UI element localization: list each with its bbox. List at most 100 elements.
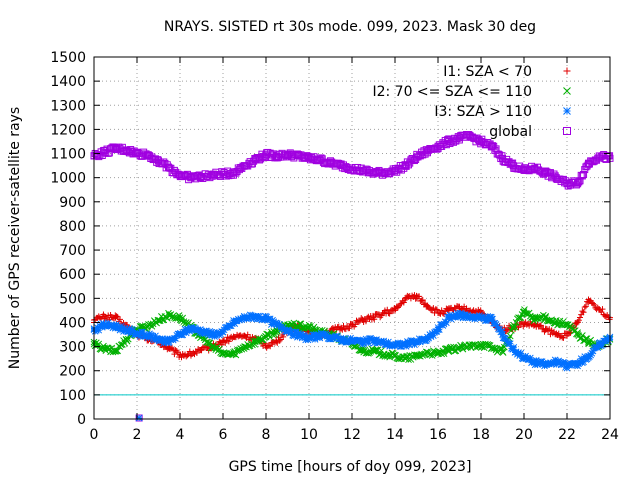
- band-marker: [227, 322, 235, 330]
- x-tick-label: 6: [219, 427, 228, 443]
- band-marker: [159, 335, 166, 343]
- data-point: [477, 314, 485, 321]
- band-marker: [186, 327, 194, 335]
- band-marker: [588, 349, 596, 357]
- band-marker: [292, 328, 300, 336]
- data-point: [155, 157, 162, 165]
- data-point: [380, 350, 388, 358]
- data-point: [435, 309, 441, 316]
- band-marker: [443, 319, 450, 327]
- data-point: [595, 152, 603, 160]
- band-marker: [97, 320, 105, 328]
- x-axis-label: GPS time [hours of doy 099, 2023]: [229, 459, 472, 475]
- data-point: [370, 314, 377, 321]
- data-point: [101, 321, 109, 329]
- band-marker: [317, 154, 325, 162]
- band-marker: [279, 324, 287, 332]
- data-point: [241, 343, 248, 350]
- data-point: [262, 151, 270, 159]
- data-point: [144, 322, 152, 330]
- grid-layer: [94, 57, 610, 419]
- data-point: [112, 145, 119, 153]
- data-point: [327, 159, 334, 167]
- band-marker: [362, 335, 370, 343]
- data-point: [413, 153, 420, 161]
- series-band: [90, 131, 614, 190]
- x-tick-label: 14: [386, 427, 404, 443]
- band-marker: [172, 335, 179, 342]
- data-point: [370, 337, 377, 344]
- data-point: [391, 166, 399, 174]
- band-marker: [225, 338, 232, 345]
- data-point: [531, 164, 539, 172]
- band-marker: [582, 303, 589, 310]
- x-tick-label: 12: [343, 427, 361, 443]
- band-marker: [148, 332, 156, 340]
- data-point: [348, 164, 356, 172]
- band-marker: [498, 328, 506, 335]
- band-marker: [580, 171, 588, 179]
- data-point: [413, 292, 420, 299]
- band-marker: [161, 336, 169, 343]
- legend-marker: [563, 127, 571, 135]
- band-marker: [418, 297, 425, 304]
- band-marker: [581, 304, 588, 311]
- band-marker: [297, 330, 305, 338]
- x-tick-labels: 0 2 4 6 8 10 12 14 16 18 20 22 24: [90, 427, 619, 443]
- band-marker: [483, 317, 490, 324]
- data-point: [563, 321, 571, 329]
- band-marker: [160, 339, 168, 347]
- band-marker: [438, 307, 445, 314]
- band-marker: [435, 141, 443, 149]
- data-point: [176, 331, 184, 338]
- band-marker: [543, 168, 551, 176]
- band-marker: [577, 314, 584, 321]
- data-point: [208, 343, 216, 350]
- band-marker: [463, 314, 470, 321]
- band-marker: [273, 320, 281, 327]
- series-layer: [90, 131, 614, 422]
- data-point: [380, 339, 388, 347]
- data-point: [220, 338, 226, 345]
- band-marker: [416, 152, 424, 160]
- data-point: [520, 308, 528, 315]
- band-marker: [458, 310, 466, 318]
- data-point: [585, 296, 592, 303]
- y-tick-label: 1300: [50, 98, 86, 114]
- data-point: [316, 156, 324, 164]
- data-point: [165, 311, 173, 319]
- outlier-point-i3: [135, 414, 143, 422]
- y-tick-label: 600: [59, 267, 86, 283]
- data-point: [370, 348, 377, 355]
- data-point: [585, 338, 592, 346]
- data-point: [370, 169, 377, 177]
- band-marker: [202, 327, 210, 335]
- data-point: [101, 148, 109, 156]
- data-point: [477, 137, 485, 145]
- x-tick-label: 10: [300, 427, 318, 443]
- data-point: [542, 326, 549, 333]
- data-point: [316, 332, 324, 340]
- y-tick-label: 100: [59, 388, 86, 404]
- band-marker: [440, 320, 448, 328]
- data-point: [542, 361, 549, 369]
- data-point: [273, 321, 281, 329]
- data-point: [413, 352, 420, 360]
- data-point: [413, 338, 420, 346]
- band-marker: [96, 322, 104, 330]
- data-point: [574, 360, 582, 367]
- series-4: [90, 131, 614, 190]
- data-point: [542, 314, 549, 321]
- band-marker: [194, 326, 202, 334]
- y-tick-label: 1400: [50, 74, 86, 90]
- band-marker: [589, 347, 597, 355]
- data-point: [499, 331, 506, 338]
- data-point: [381, 309, 388, 316]
- data-point: [187, 174, 195, 182]
- legend-entry: global: [489, 124, 571, 140]
- data-point: [445, 314, 453, 321]
- band-marker: [589, 158, 597, 166]
- data-point: [531, 315, 539, 323]
- band-marker: [175, 312, 183, 319]
- data-point: [359, 338, 367, 346]
